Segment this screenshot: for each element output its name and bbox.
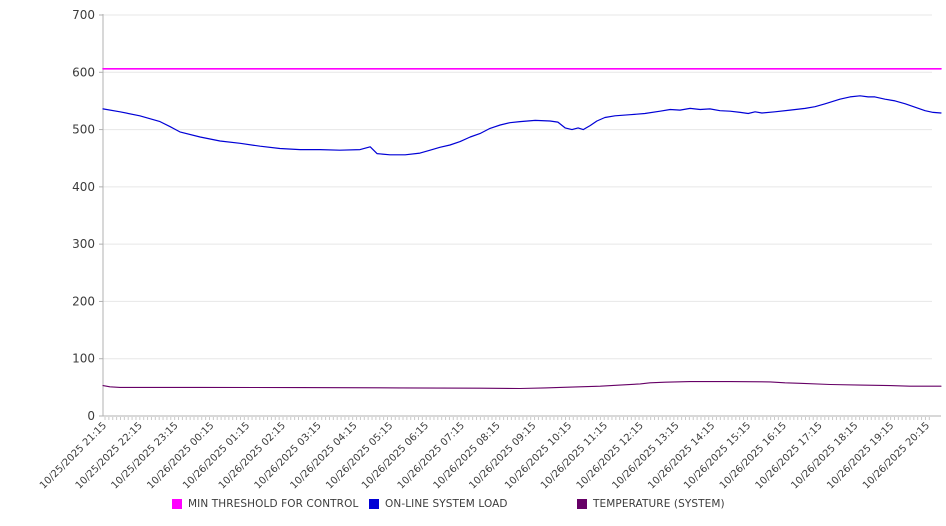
x-axis-label: 10/26/2025 12:15 (575, 420, 646, 491)
legend-swatch-min-threshold-for-control (172, 499, 182, 509)
y-axis-label: 100 (72, 352, 95, 366)
x-axis-label: 10/26/2025 14:15 (646, 420, 717, 491)
series-line-temperature-system (102, 381, 942, 390)
x-axis-label: 10/26/2025 06:15 (360, 420, 431, 491)
x-axis-label: 10/26/2025 04:15 (288, 420, 359, 491)
series-line-on-line-system-load (102, 95, 942, 156)
legend-item-min-threshold-for-control[interactable]: MIN THRESHOLD FOR CONTROL (172, 498, 358, 510)
y-axis-label: 200 (72, 294, 95, 308)
x-axis-label: 10/26/2025 01:15 (181, 420, 252, 491)
legend-item-temperature-system[interactable]: TEMPERATURE (SYSTEM) (577, 498, 725, 510)
x-axis-label: 10/26/2025 16:15 (718, 420, 789, 491)
y-axis-label: 500 (72, 123, 95, 137)
x-axis-label: 10/25/2025 22:15 (74, 420, 145, 491)
legend-label-temperature-system: TEMPERATURE (SYSTEM) (593, 498, 725, 510)
x-axis-label: 10/26/2025 09:15 (467, 420, 538, 491)
x-axis-label: 10/26/2025 11:15 (539, 420, 610, 491)
x-axis-label: 10/26/2025 18:15 (789, 420, 860, 491)
y-axis-label: 600 (72, 65, 95, 79)
x-axis-label: 10/26/2025 02:15 (217, 420, 288, 491)
x-axis-label: 10/26/2025 07:15 (396, 420, 467, 491)
y-axis-label: 300 (72, 237, 95, 251)
legend-item-on-line-system-load[interactable]: ON-LINE SYSTEM LOAD (369, 498, 508, 510)
x-axis-label: 10/26/2025 19:15 (825, 420, 896, 491)
x-axis-label: 10/26/2025 17:15 (754, 420, 825, 491)
x-axis-label: 10/26/2025 20:15 (861, 420, 932, 491)
legend-swatch-on-line-system-load (369, 499, 379, 509)
legend-label-min-threshold-for-control: MIN THRESHOLD FOR CONTROL (188, 498, 359, 510)
legend-label-on-line-system-load: ON-LINE SYSTEM LOAD (385, 498, 508, 510)
x-axis-label: 10/26/2025 03:15 (253, 420, 324, 491)
x-axis-label: 10/26/2025 13:15 (610, 420, 681, 491)
legend-swatch-temperature-system (577, 499, 587, 509)
x-axis-label: 10/25/2025 23:15 (110, 420, 181, 491)
y-axis-label: 700 (72, 8, 95, 22)
x-axis-label: 10/25/2025 21:15 (38, 420, 109, 491)
y-axis-label: 0 (87, 409, 95, 423)
x-axis-label: 10/26/2025 08:15 (432, 420, 503, 491)
x-axis-label: 10/26/2025 00:15 (145, 420, 216, 491)
x-axis-label: 10/26/2025 05:15 (324, 420, 395, 491)
x-axis-label: 10/26/2025 15:15 (682, 420, 753, 491)
x-axis-label: 10/26/2025 10:15 (503, 420, 574, 491)
y-axis-label: 400 (72, 180, 95, 194)
